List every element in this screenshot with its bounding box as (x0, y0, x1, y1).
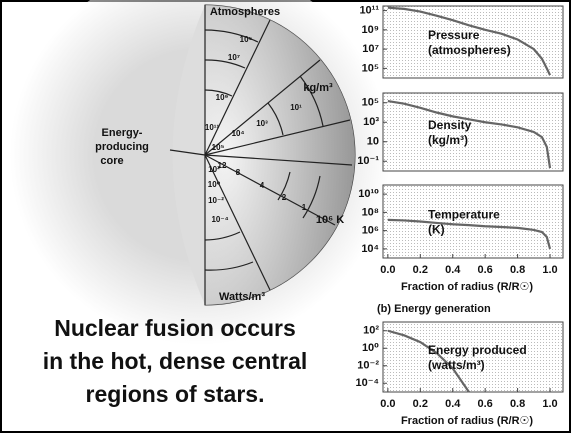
annotation: Pressure (428, 28, 480, 42)
y-tick-label: 10⁻² (357, 360, 379, 372)
annotation: Density (428, 118, 472, 132)
scale-label: 10⁻² (208, 196, 224, 205)
y-tick-label: 10¹¹ (359, 5, 379, 17)
annotation: Energy produced (428, 343, 527, 357)
annotation: (K) (428, 223, 445, 237)
label-core: producing (95, 141, 149, 153)
y-tick-label: 10⁶ (362, 225, 379, 237)
scale-label: 10⁰ (208, 180, 221, 189)
x-tick-label: 1.0 (542, 264, 557, 276)
chart: 10⁵ 10³ 10 10⁻¹ Density(kg/m³) (357, 93, 563, 171)
x-axis-label: Fraction of radius (R/R☉) (401, 281, 533, 293)
scale-label: 1 (302, 203, 307, 212)
y-tick-label: 10⁰ (362, 342, 379, 354)
y-tick-label: 10⁵ (362, 62, 379, 74)
y-tick-label: 10⁻⁴ (356, 377, 379, 389)
x-tick-label: 1.0 (542, 398, 557, 410)
y-tick-label: 10³ (363, 116, 379, 128)
scale-label: 10¹¹ (205, 123, 220, 132)
annotation: (atmospheres) (428, 43, 511, 57)
y-tick-label: 10⁸ (362, 206, 379, 218)
figure: Atmospheres kg/m³ Energy- producing core… (0, 0, 571, 433)
caption-line: in the hot, dense central (43, 348, 308, 374)
chart-title: (b) Energy generation (377, 303, 491, 315)
scale-label: 10¹ (290, 103, 302, 112)
scale-label: 10⁴ (232, 129, 245, 138)
label-core: Energy- (102, 127, 143, 139)
label-atmospheres: Atmospheres (210, 6, 280, 18)
x-tick-label: 0.8 (510, 398, 525, 410)
scale-label: 10⁻⁴ (211, 215, 228, 224)
x-tick-label: 0.6 (478, 264, 493, 276)
scale-label: 10⁵ (212, 143, 225, 152)
scale-label: 10⁷ (228, 53, 240, 62)
label-density-unit: kg/m³ (303, 82, 333, 94)
annotation: (watts/m³) (428, 358, 485, 372)
scale-label: 10³ (256, 119, 268, 128)
label-temperature-unit: 10⁶ K (316, 214, 344, 226)
x-tick-label: 0.2 (413, 264, 428, 276)
y-tick-label: 10¹⁰ (358, 188, 379, 200)
x-tick-label: 0.4 (445, 264, 461, 276)
y-tick-label: 10⁹ (362, 24, 379, 36)
chart: 10⁵ 10⁷ 10⁹ 10¹¹ Pressure(atmospheres) (359, 5, 563, 78)
x-axis-label: Fraction of radius (R/R☉) (401, 415, 533, 427)
scale-label: 10⁵ (240, 35, 253, 44)
caption-line: regions of stars. (86, 381, 265, 407)
x-tick-label: 0.0 (380, 398, 395, 410)
y-tick-label: 10⁻¹ (357, 155, 379, 167)
label-energy-unit: Watts/m³ (219, 291, 265, 303)
x-tick-label: 0.2 (413, 398, 428, 410)
page: { "diagram": { "labels": { "atmospheres"… (0, 0, 571, 433)
annotation: (kg/m³) (428, 133, 468, 147)
scale-label: 2 (282, 193, 287, 202)
scale-label: 10⁹ (216, 93, 229, 102)
scale-label: 10² (208, 165, 220, 174)
scale-label: 8 (236, 168, 241, 177)
y-tick-label: 10² (363, 325, 379, 337)
annotation: Temperature (428, 208, 500, 222)
x-tick-label: 0.4 (445, 398, 461, 410)
caption-line: Nuclear fusion occurs (54, 315, 296, 341)
y-tick-label: 10 (367, 136, 379, 148)
y-tick-label: 10⁴ (361, 243, 379, 255)
x-tick-label: 0.8 (510, 264, 525, 276)
x-tick-label: 0.0 (380, 264, 395, 276)
x-tick-label: 0.6 (478, 398, 493, 410)
y-tick-label: 10⁷ (362, 43, 379, 55)
y-tick-label: 10⁵ (362, 97, 379, 109)
label-core: core (100, 155, 123, 167)
scale-label: 4 (260, 181, 265, 190)
